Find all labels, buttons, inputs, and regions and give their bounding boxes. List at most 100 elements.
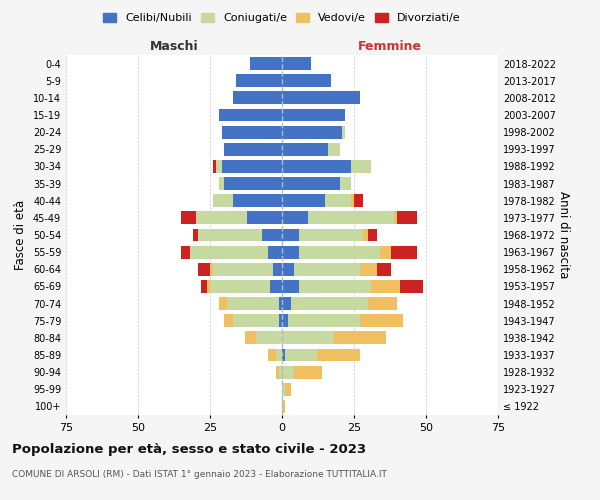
- Bar: [285, 348, 317, 362]
- Text: Femmine: Femmine: [358, 40, 422, 54]
- Bar: [282, 160, 351, 173]
- Bar: [221, 160, 282, 173]
- Bar: [210, 263, 213, 276]
- Bar: [377, 263, 391, 276]
- Bar: [282, 57, 311, 70]
- Bar: [213, 263, 274, 276]
- Bar: [282, 400, 285, 413]
- Bar: [199, 228, 262, 241]
- Bar: [282, 92, 360, 104]
- Bar: [308, 212, 394, 224]
- Bar: [181, 212, 196, 224]
- Bar: [293, 263, 360, 276]
- Bar: [282, 74, 331, 87]
- Bar: [245, 332, 256, 344]
- Bar: [210, 280, 271, 293]
- Bar: [268, 246, 282, 258]
- Bar: [282, 143, 328, 156]
- Bar: [380, 246, 391, 258]
- Bar: [299, 280, 371, 293]
- Bar: [207, 280, 210, 293]
- Bar: [196, 212, 247, 224]
- Bar: [282, 314, 288, 327]
- Text: COMUNE DI ARSOLI (RM) - Dati ISTAT 1° gennaio 2023 - Elaborazione TUTTITALIA.IT: COMUNE DI ARSOLI (RM) - Dati ISTAT 1° ge…: [12, 470, 387, 479]
- Bar: [233, 314, 279, 327]
- Bar: [271, 280, 282, 293]
- Bar: [224, 314, 233, 327]
- Bar: [224, 177, 282, 190]
- Bar: [334, 332, 386, 344]
- Bar: [282, 297, 290, 310]
- Bar: [181, 246, 190, 258]
- Bar: [282, 126, 343, 138]
- Bar: [368, 228, 377, 241]
- Bar: [351, 160, 371, 173]
- Bar: [236, 74, 282, 87]
- Bar: [274, 263, 282, 276]
- Bar: [325, 194, 351, 207]
- Bar: [282, 228, 299, 241]
- Bar: [282, 280, 299, 293]
- Bar: [282, 332, 334, 344]
- Bar: [216, 160, 221, 173]
- Bar: [282, 263, 293, 276]
- Bar: [282, 194, 325, 207]
- Bar: [285, 383, 290, 396]
- Bar: [279, 314, 282, 327]
- Bar: [391, 246, 418, 258]
- Bar: [282, 383, 285, 396]
- Bar: [218, 108, 282, 122]
- Bar: [213, 194, 233, 207]
- Bar: [282, 366, 293, 378]
- Bar: [218, 297, 227, 310]
- Bar: [276, 366, 279, 378]
- Bar: [202, 280, 207, 293]
- Bar: [282, 348, 285, 362]
- Bar: [293, 366, 322, 378]
- Bar: [262, 228, 282, 241]
- Legend: Celibi/Nubili, Coniugati/e, Vedovi/e, Divorziati/e: Celibi/Nubili, Coniugati/e, Vedovi/e, Di…: [99, 8, 465, 28]
- Bar: [288, 314, 360, 327]
- Bar: [268, 348, 276, 362]
- Bar: [193, 228, 199, 241]
- Bar: [299, 246, 380, 258]
- Bar: [351, 194, 354, 207]
- Bar: [276, 348, 282, 362]
- Bar: [290, 297, 368, 310]
- Bar: [233, 92, 282, 104]
- Bar: [362, 228, 368, 241]
- Bar: [282, 246, 299, 258]
- Bar: [221, 126, 282, 138]
- Bar: [360, 314, 403, 327]
- Bar: [250, 57, 282, 70]
- Bar: [227, 297, 279, 310]
- Bar: [354, 194, 362, 207]
- Bar: [340, 177, 351, 190]
- Bar: [190, 246, 268, 258]
- Text: Maschi: Maschi: [149, 40, 199, 54]
- Bar: [282, 108, 346, 122]
- Bar: [328, 143, 340, 156]
- Bar: [368, 297, 397, 310]
- Text: Popolazione per età, sesso e stato civile - 2023: Popolazione per età, sesso e stato civil…: [12, 442, 366, 456]
- Bar: [256, 332, 282, 344]
- Bar: [360, 263, 377, 276]
- Bar: [282, 212, 308, 224]
- Bar: [317, 348, 360, 362]
- Y-axis label: Fasce di età: Fasce di età: [14, 200, 27, 270]
- Bar: [279, 297, 282, 310]
- Bar: [247, 212, 282, 224]
- Bar: [371, 280, 400, 293]
- Bar: [224, 143, 282, 156]
- Bar: [218, 177, 224, 190]
- Bar: [199, 263, 210, 276]
- Bar: [279, 366, 282, 378]
- Y-axis label: Anni di nascita: Anni di nascita: [557, 192, 570, 278]
- Bar: [282, 177, 340, 190]
- Bar: [213, 160, 216, 173]
- Bar: [400, 280, 423, 293]
- Bar: [397, 212, 418, 224]
- Bar: [394, 212, 397, 224]
- Bar: [343, 126, 346, 138]
- Bar: [233, 194, 282, 207]
